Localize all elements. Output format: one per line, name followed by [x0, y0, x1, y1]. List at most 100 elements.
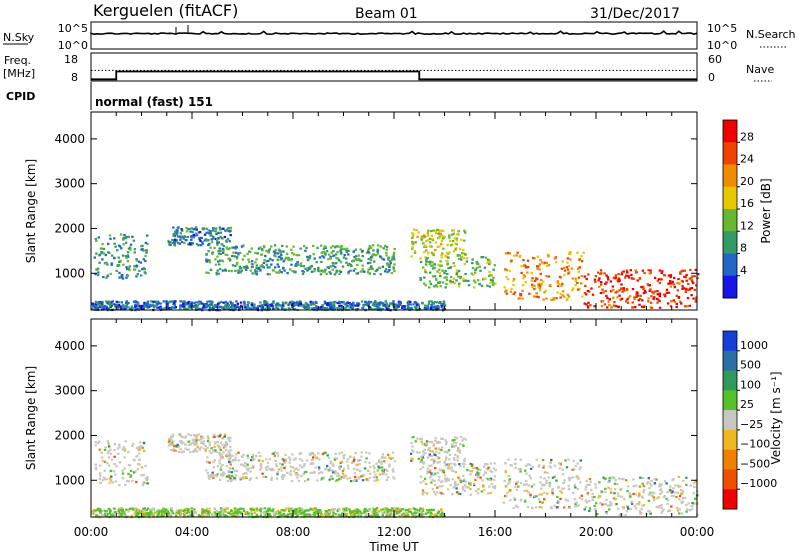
data-cell — [186, 228, 190, 231]
data-cell — [137, 462, 140, 465]
data-cell — [429, 306, 433, 309]
data-cell — [431, 261, 434, 264]
colorbar-tick-label: 16 — [740, 197, 754, 210]
data-cell — [551, 491, 554, 494]
data-cell — [374, 508, 377, 511]
data-cell — [260, 253, 264, 256]
data-cell — [345, 509, 348, 512]
data-cell — [430, 464, 433, 467]
data-cell — [255, 515, 258, 518]
data-cell — [325, 272, 328, 275]
data-cell — [210, 475, 213, 478]
data-cell — [136, 304, 139, 307]
data-cell — [443, 302, 446, 305]
freq-right-tick-top: 60 — [708, 53, 722, 66]
data-cell — [302, 472, 305, 476]
data-cell — [184, 435, 187, 438]
data-cell — [115, 303, 119, 306]
data-cell — [448, 458, 451, 461]
data-cell — [223, 235, 227, 239]
data-cell — [444, 464, 447, 467]
data-cell — [524, 265, 527, 268]
data-cell — [221, 443, 224, 446]
data-cell — [618, 294, 621, 297]
data-cell — [199, 239, 202, 243]
data-cell — [458, 247, 462, 250]
data-cell — [110, 475, 113, 478]
velocity-panel-bg — [91, 319, 697, 517]
data-cell — [492, 282, 495, 285]
data-cell — [218, 263, 221, 266]
data-cell — [184, 304, 187, 307]
data-cell — [278, 514, 281, 517]
data-cell — [457, 269, 461, 273]
data-cell — [105, 300, 108, 303]
data-cell — [123, 233, 126, 237]
data-cell — [489, 261, 492, 264]
data-cell — [638, 485, 642, 488]
data-cell — [662, 293, 666, 296]
data-cell — [462, 279, 465, 283]
data-cell — [537, 465, 540, 468]
data-cell — [202, 440, 206, 443]
data-cell — [372, 301, 376, 304]
data-cell — [350, 513, 353, 516]
data-cell — [424, 263, 428, 266]
data-cell — [483, 277, 486, 280]
data-cell — [653, 482, 656, 485]
data-cell — [341, 265, 345, 268]
data-cell — [331, 245, 335, 248]
data-cell — [291, 252, 294, 255]
data-cell — [604, 490, 607, 493]
data-cell — [125, 257, 128, 260]
data-cell — [373, 512, 376, 515]
data-cell — [262, 261, 266, 265]
data-cell — [651, 290, 654, 294]
power-data-cells — [91, 226, 700, 312]
data-cell — [311, 301, 315, 304]
x-tick-label: 20:00 — [579, 525, 614, 539]
data-cell — [463, 489, 466, 492]
data-cell — [126, 480, 129, 483]
data-cell — [382, 302, 385, 305]
data-cell — [354, 510, 358, 513]
data-cell — [230, 302, 233, 305]
data-cell — [425, 249, 428, 252]
data-cell — [484, 256, 488, 259]
data-cell — [382, 470, 385, 474]
data-cell — [329, 255, 332, 258]
data-cell — [451, 439, 454, 442]
data-cell — [151, 507, 154, 510]
data-cell — [591, 293, 595, 296]
data-cell — [440, 243, 443, 246]
data-cell — [578, 496, 581, 499]
data-cell — [674, 484, 677, 487]
data-cell — [444, 477, 447, 480]
data-cell — [299, 247, 302, 250]
data-cell — [548, 485, 551, 488]
data-cell — [98, 261, 101, 264]
data-cell — [672, 477, 675, 481]
data-cell — [99, 472, 102, 475]
data-cell — [381, 469, 384, 472]
data-cell — [167, 440, 171, 444]
data-cell — [477, 488, 480, 491]
data-cell — [334, 266, 337, 269]
data-cell — [383, 460, 386, 463]
data-cell — [184, 507, 187, 510]
data-cell — [279, 256, 282, 259]
data-cell — [456, 483, 459, 486]
data-cell — [434, 447, 437, 450]
data-cell — [159, 305, 162, 308]
data-cell — [407, 306, 410, 309]
data-cell — [211, 471, 214, 474]
data-cell — [388, 465, 391, 468]
data-cell — [458, 451, 461, 454]
data-cell — [435, 491, 439, 494]
data-cell — [462, 465, 465, 468]
data-cell — [658, 292, 662, 295]
data-cell — [582, 251, 585, 254]
data-cell — [577, 504, 580, 507]
data-cell — [599, 495, 602, 498]
data-cell — [448, 467, 451, 470]
